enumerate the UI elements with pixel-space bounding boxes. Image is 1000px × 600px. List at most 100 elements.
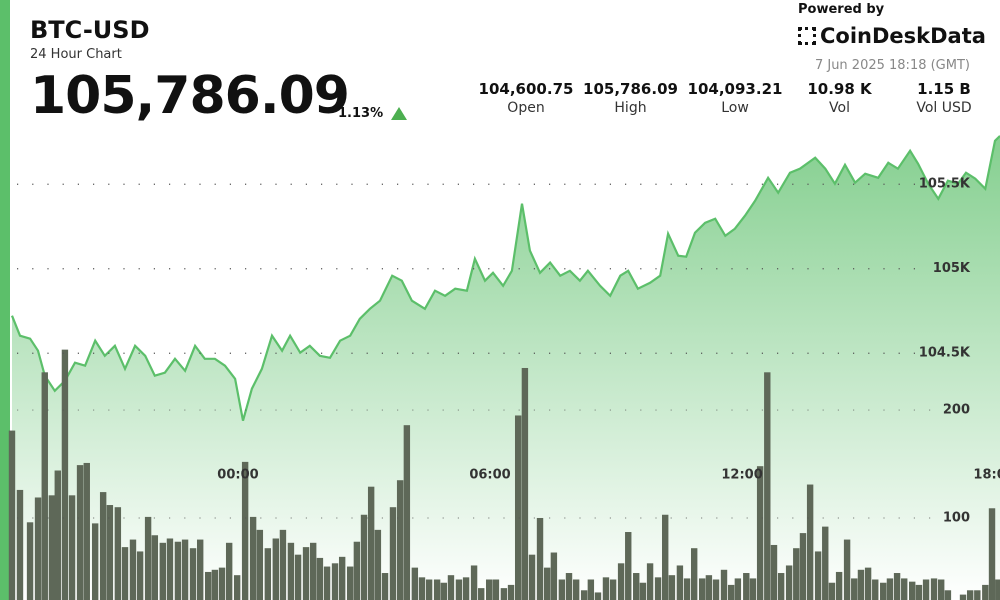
volume-bar <box>181 539 189 600</box>
volume-bar <box>806 484 814 600</box>
stat-value: 105,786.09 <box>583 80 678 98</box>
volume-bar <box>609 579 617 600</box>
volume-bar <box>396 480 404 600</box>
volume-bar <box>8 430 16 600</box>
volume-bar <box>886 578 894 600</box>
volume-bar <box>639 582 647 600</box>
volume-bar <box>966 590 974 600</box>
volume-bar <box>982 584 989 600</box>
volume-bar <box>543 567 551 600</box>
x-tick-label: 18:00 <box>973 468 1000 483</box>
volume-bar <box>272 538 280 600</box>
volume-bar <box>857 569 865 600</box>
volume-bar <box>225 542 233 600</box>
volume-bar <box>144 516 152 600</box>
volume-bar <box>521 367 529 600</box>
volume-bar <box>99 492 107 600</box>
volume-bar <box>500 588 508 600</box>
volume-bar <box>287 542 295 600</box>
stat-label: High <box>614 100 647 116</box>
volume-bar <box>48 495 56 600</box>
volume-bar <box>136 551 144 600</box>
volume-bar <box>749 578 757 600</box>
volume-bar <box>617 563 625 600</box>
volume-bar <box>937 579 945 600</box>
volume-bar <box>16 489 24 600</box>
volume-bar <box>580 590 588 600</box>
volume-bar <box>756 466 764 600</box>
price: 105,786.09 <box>30 66 350 126</box>
volume-bar <box>485 579 493 600</box>
volume-bar <box>323 566 331 600</box>
stat-label: Low <box>721 100 749 116</box>
stat-value: 10.98 K <box>807 80 872 98</box>
volume-bar <box>331 563 339 600</box>
stat: 10.98 K Vol <box>788 80 892 116</box>
volume-bar <box>346 566 354 600</box>
volume-bar <box>316 557 324 600</box>
volume-bar <box>901 578 908 600</box>
volume-bar <box>594 592 602 600</box>
volume-bar <box>528 554 536 600</box>
volume-bar <box>360 514 368 600</box>
volume-bar <box>995 579 1000 600</box>
brand-text: CoinDeskData <box>820 24 986 48</box>
volume-bar <box>720 569 728 600</box>
volume-bar <box>851 578 858 600</box>
volume-bar <box>785 565 793 600</box>
volume-bar <box>915 584 923 600</box>
volume-bar <box>338 556 346 600</box>
volume-bar <box>930 578 938 600</box>
stat-label: Vol <box>829 100 850 116</box>
price-line <box>10 135 1000 421</box>
volume-bar <box>727 584 735 600</box>
volume-bar <box>974 590 981 600</box>
volume-bar <box>893 573 901 600</box>
volume-bar <box>249 516 257 600</box>
volume-bar <box>256 529 264 600</box>
volume-bar <box>988 508 996 600</box>
volume-bar <box>61 349 69 600</box>
volume-bar <box>478 588 485 600</box>
volume-bar <box>211 569 219 600</box>
volume-bar <box>389 507 397 600</box>
timestamp: 7 Jun 2025 18:18 (GMT) <box>814 58 970 73</box>
change: 1.13% <box>338 106 384 121</box>
volume-bar <box>26 522 34 600</box>
volume-bar <box>799 533 807 600</box>
stat-value: 104,600.75 <box>478 80 574 98</box>
volume-bar <box>777 573 785 600</box>
volume-bar <box>558 579 566 600</box>
brand: CoinDeskData <box>798 24 986 48</box>
volume-bar <box>455 579 463 600</box>
volume-bar <box>174 541 182 600</box>
volume-bar <box>302 547 310 600</box>
volume-bar <box>470 565 478 600</box>
volume-bar <box>698 578 706 600</box>
volume-bar <box>550 552 558 600</box>
price-area <box>12 135 1000 600</box>
stat-label: Vol USD <box>916 100 972 116</box>
volume-bar <box>204 571 212 600</box>
volume-bar <box>712 579 720 600</box>
volume-bar <box>189 548 197 600</box>
volume-bar <box>872 579 879 600</box>
title: BTC-USD <box>30 16 150 44</box>
volume-bar <box>625 532 632 600</box>
volume-bar <box>433 579 441 600</box>
volume-bar <box>565 573 573 600</box>
x-tick-label: 06:00 <box>469 468 510 483</box>
volume-bar <box>676 565 684 600</box>
accent-bar <box>0 0 10 600</box>
volume-bar <box>294 554 302 600</box>
stat: 104,600.75 Open <box>474 80 578 116</box>
volume-bar <box>492 579 500 600</box>
volume-bar <box>880 582 887 600</box>
volume-bar <box>218 567 226 600</box>
volume-bar <box>828 582 836 600</box>
volume-bar <box>864 567 872 600</box>
volume-bar <box>374 529 382 600</box>
volume-bar <box>403 425 411 600</box>
